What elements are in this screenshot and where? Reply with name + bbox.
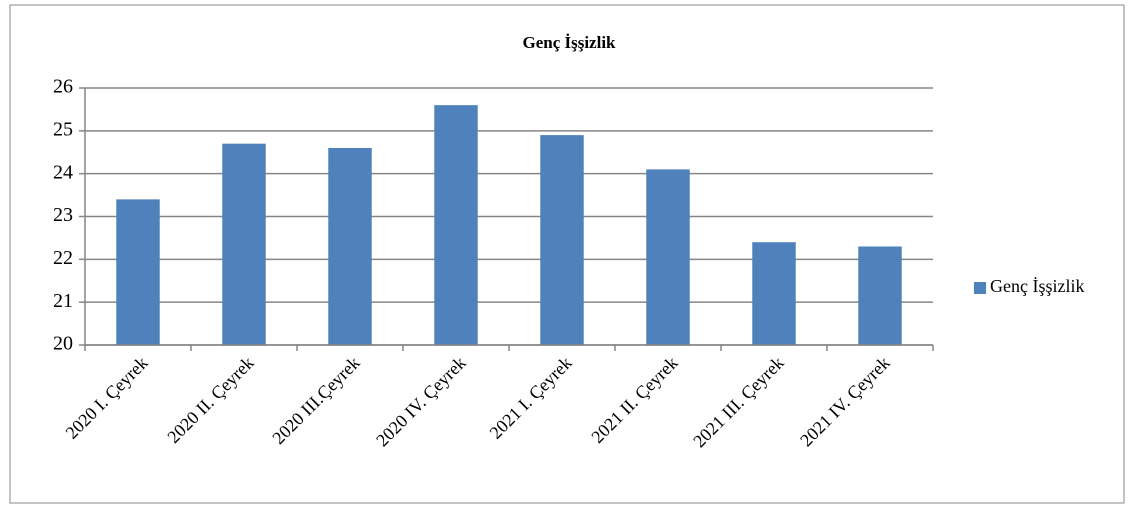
bar: [328, 147, 372, 345]
y-tick-label: 26: [53, 76, 73, 98]
y-tick-label: 23: [53, 204, 73, 226]
y-tick-label: 24: [53, 161, 73, 183]
bar: [434, 105, 478, 345]
legend-swatch: [974, 282, 986, 294]
chart-title: Genç İşşizlik: [522, 33, 616, 52]
bar: [116, 199, 160, 345]
bar: [752, 242, 796, 345]
bar: [646, 169, 690, 345]
bar: [540, 135, 584, 345]
y-tick-label: 20: [53, 333, 73, 355]
y-tick-label: 25: [53, 118, 73, 140]
y-tick-label: 22: [53, 247, 73, 269]
legend-label: Genç İşşizlik: [990, 276, 1084, 296]
bar: [858, 246, 902, 345]
y-tick-label: 21: [53, 290, 73, 312]
bar: [222, 143, 266, 345]
